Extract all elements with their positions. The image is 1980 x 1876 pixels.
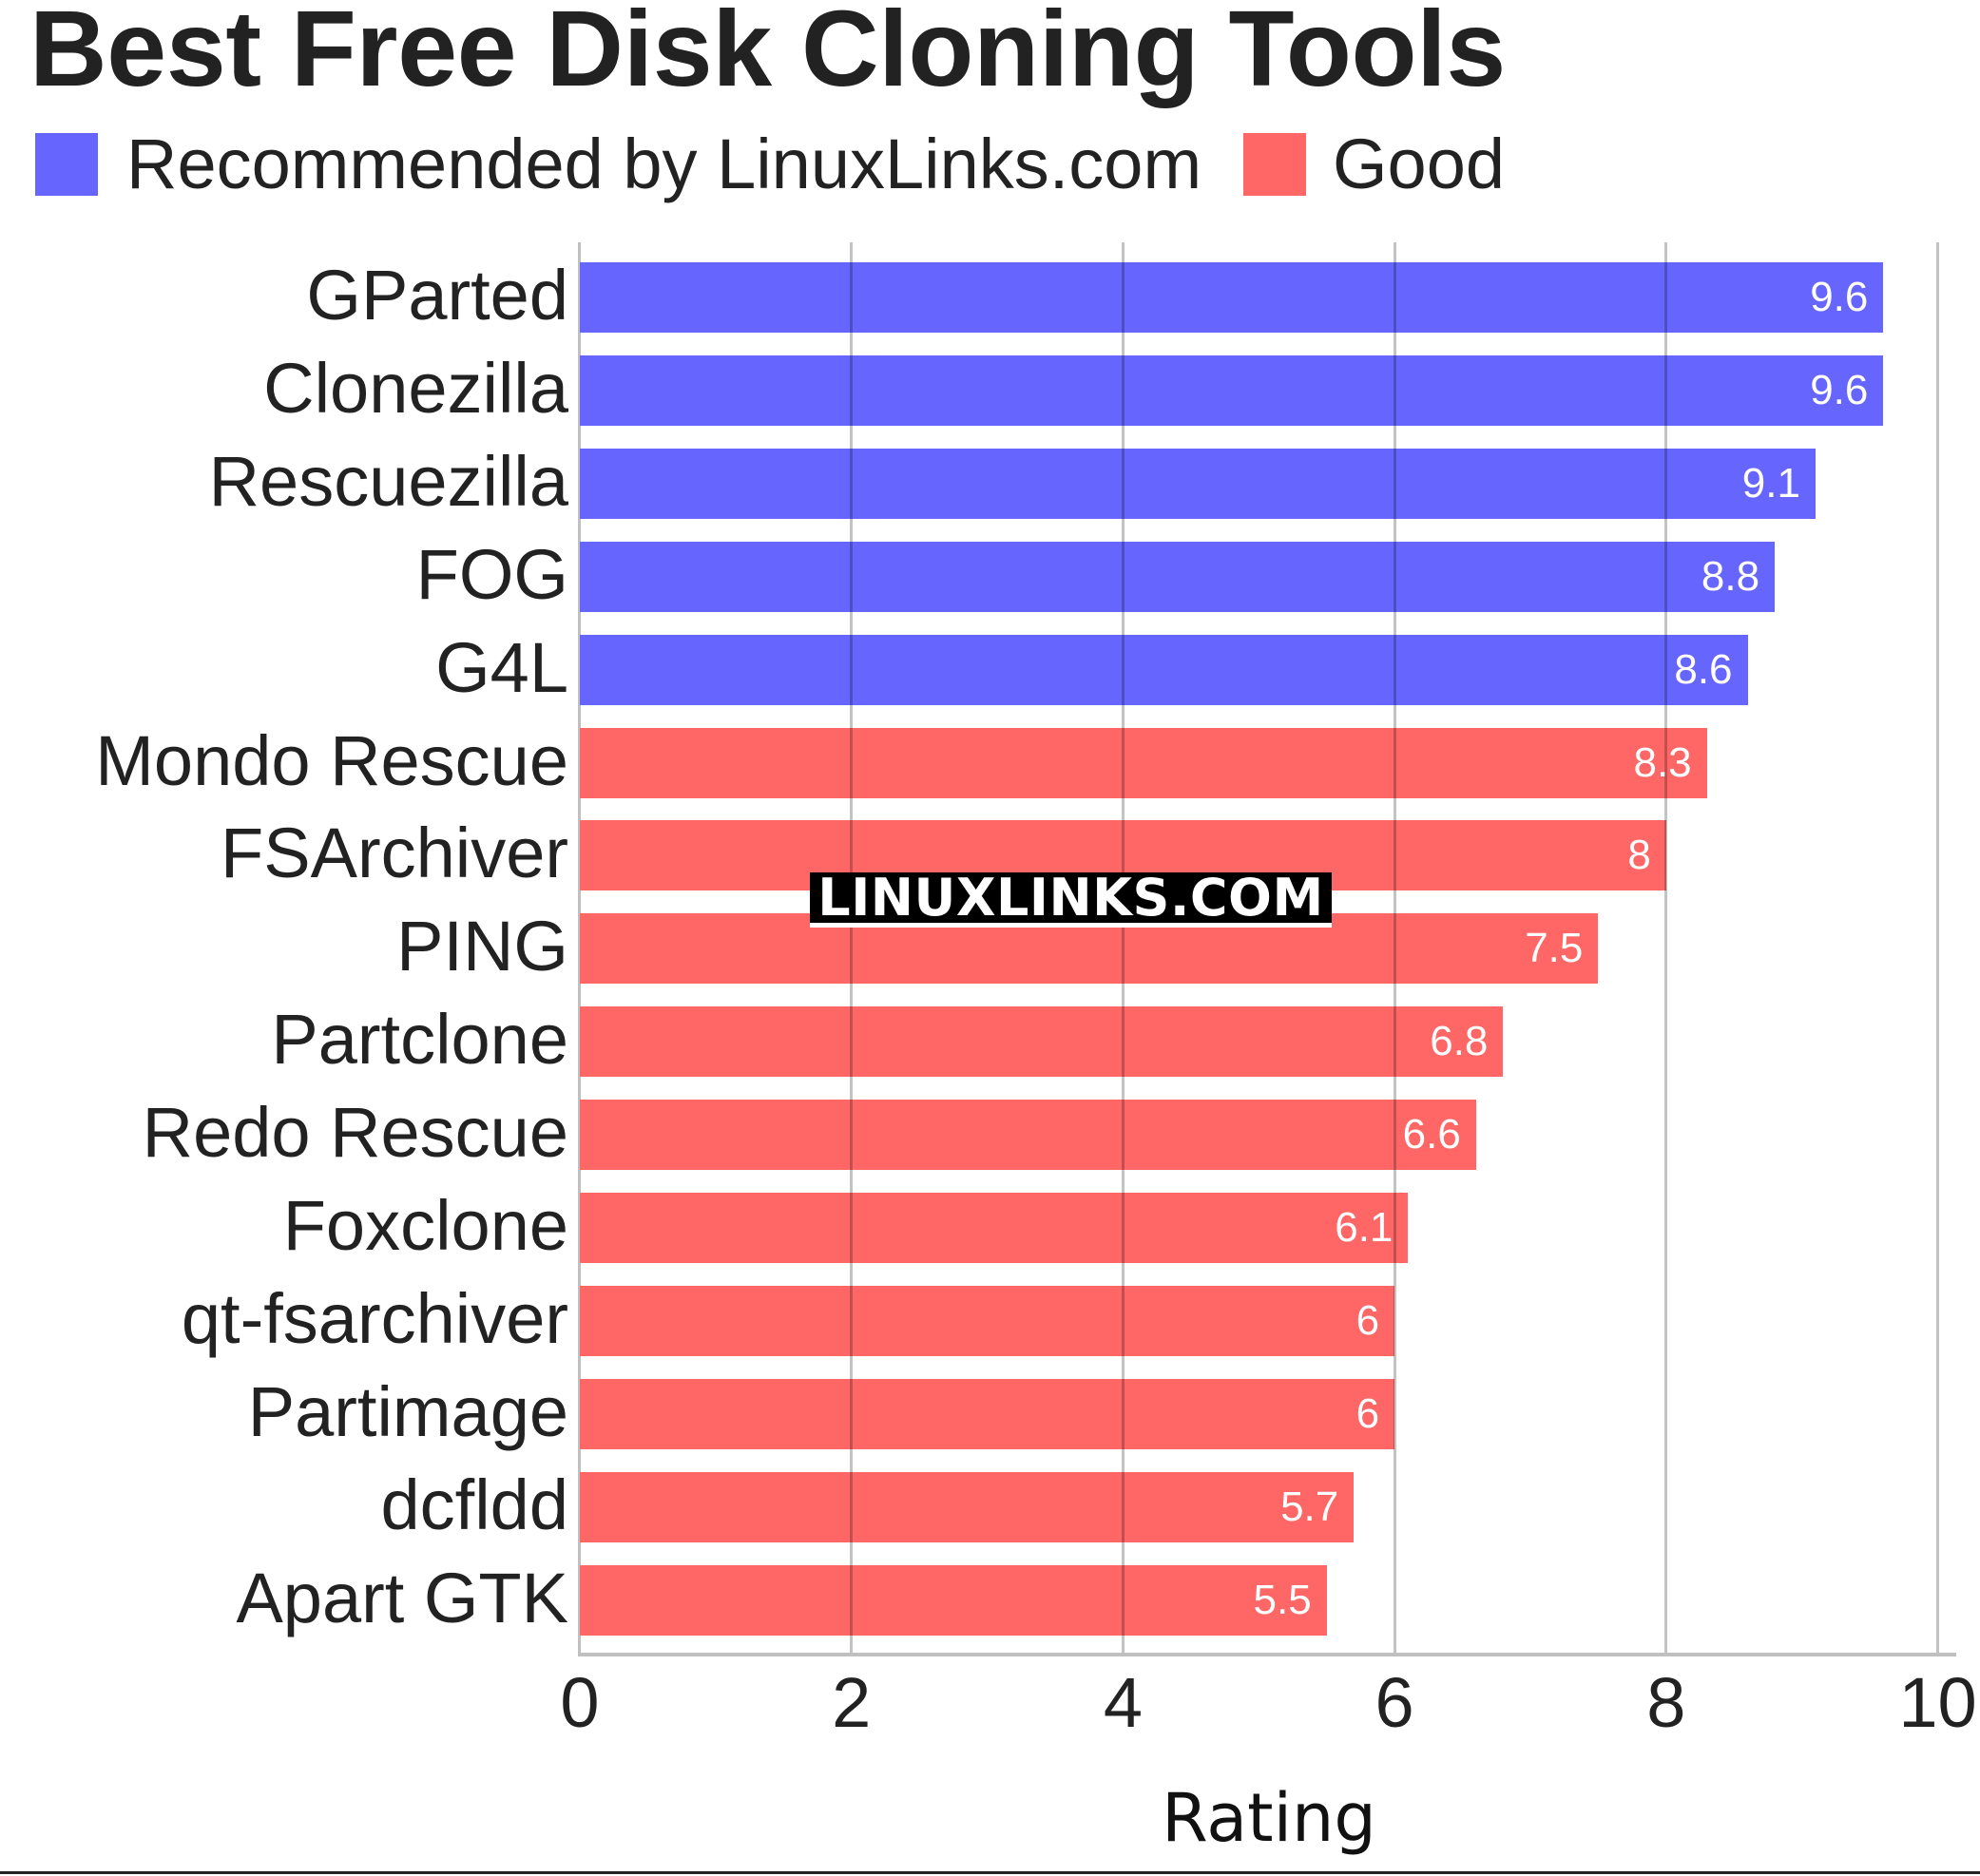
gridline: [1664, 242, 1668, 1654]
category-label: FSArchiver: [221, 814, 568, 892]
category-label: Mondo Rescue: [95, 721, 568, 800]
bar-value-label: 6: [1355, 1297, 1380, 1344]
bar: [580, 1100, 1476, 1170]
bar-value-label: 9.6: [1810, 367, 1869, 413]
x-tick-label: 4: [1103, 1663, 1143, 1742]
x-tick-label: 0: [560, 1663, 600, 1742]
x-axis-title: Rating: [1162, 1779, 1376, 1857]
x-tick-label: 10: [1898, 1663, 1977, 1742]
bar-value-label: 8.6: [1674, 646, 1733, 693]
category-label: qt-fsarchiver: [181, 1279, 568, 1358]
x-tick-label: 2: [832, 1663, 872, 1742]
legend-label-good: Good: [1333, 124, 1506, 203]
bar-value-label: 5.7: [1280, 1484, 1339, 1530]
bar: [580, 635, 1748, 705]
watermark: LINUXLINKS.COM: [810, 872, 1332, 928]
category-label: Rescuezilla: [208, 442, 568, 521]
category-label: G4L: [435, 628, 568, 707]
bar: [580, 355, 1884, 426]
category-label: FOG: [415, 535, 568, 614]
gridline: [850, 242, 854, 1654]
bar: [580, 1472, 1355, 1542]
legend-label-recommended: Recommended by LinuxLinks.com: [126, 124, 1202, 203]
x-tick-label: 8: [1646, 1663, 1686, 1742]
bar-value-label: 9.6: [1810, 274, 1869, 320]
category-label: GParted: [306, 256, 568, 335]
gridline: [1936, 242, 1939, 1654]
bar: [580, 1379, 1395, 1449]
bar-value-label: 5.5: [1253, 1577, 1312, 1623]
gridline: [1393, 242, 1396, 1654]
category-label: Clonezilla: [263, 349, 568, 428]
bar: [580, 449, 1816, 519]
x-tick-label: 6: [1374, 1663, 1414, 1742]
bar-value-label: 6.8: [1430, 1018, 1489, 1064]
y-axis-line: [578, 242, 581, 1656]
bar-value-label: 6: [1355, 1390, 1380, 1437]
bar: [580, 728, 1707, 798]
bar: [580, 542, 1776, 612]
legend-swatch-good: [1243, 133, 1306, 196]
category-label: PING: [396, 907, 568, 986]
bar-value-label: 6.6: [1402, 1111, 1461, 1158]
category-label: Partimage: [247, 1372, 568, 1451]
gridline: [1121, 242, 1125, 1654]
bar: [580, 1565, 1327, 1636]
bar: [580, 1193, 1409, 1263]
legend-swatch-recommended: [35, 133, 98, 196]
bar: [580, 1286, 1395, 1356]
category-label: Foxclone: [282, 1186, 568, 1265]
bar-value-label: 9.1: [1741, 460, 1800, 507]
bar-value-label: 6.1: [1335, 1204, 1394, 1251]
category-label: Apart GTK: [236, 1559, 568, 1637]
bar-value-label: 8.3: [1633, 739, 1692, 786]
bar-value-label: 8.8: [1701, 553, 1760, 600]
bar-value-label: 8: [1627, 832, 1651, 878]
bar: [580, 1006, 1504, 1077]
bar: [580, 262, 1884, 333]
bar-value-label: 7.5: [1525, 925, 1584, 971]
category-label: Redo Rescue: [142, 1093, 568, 1172]
bottom-rule: [0, 1871, 1980, 1874]
x-axis-line: [578, 1653, 1956, 1656]
category-label: dcfldd: [380, 1465, 568, 1544]
chart-title: Best Free Disk Cloning Tools: [29, 0, 1506, 108]
category-label: Partclone: [271, 1000, 568, 1079]
